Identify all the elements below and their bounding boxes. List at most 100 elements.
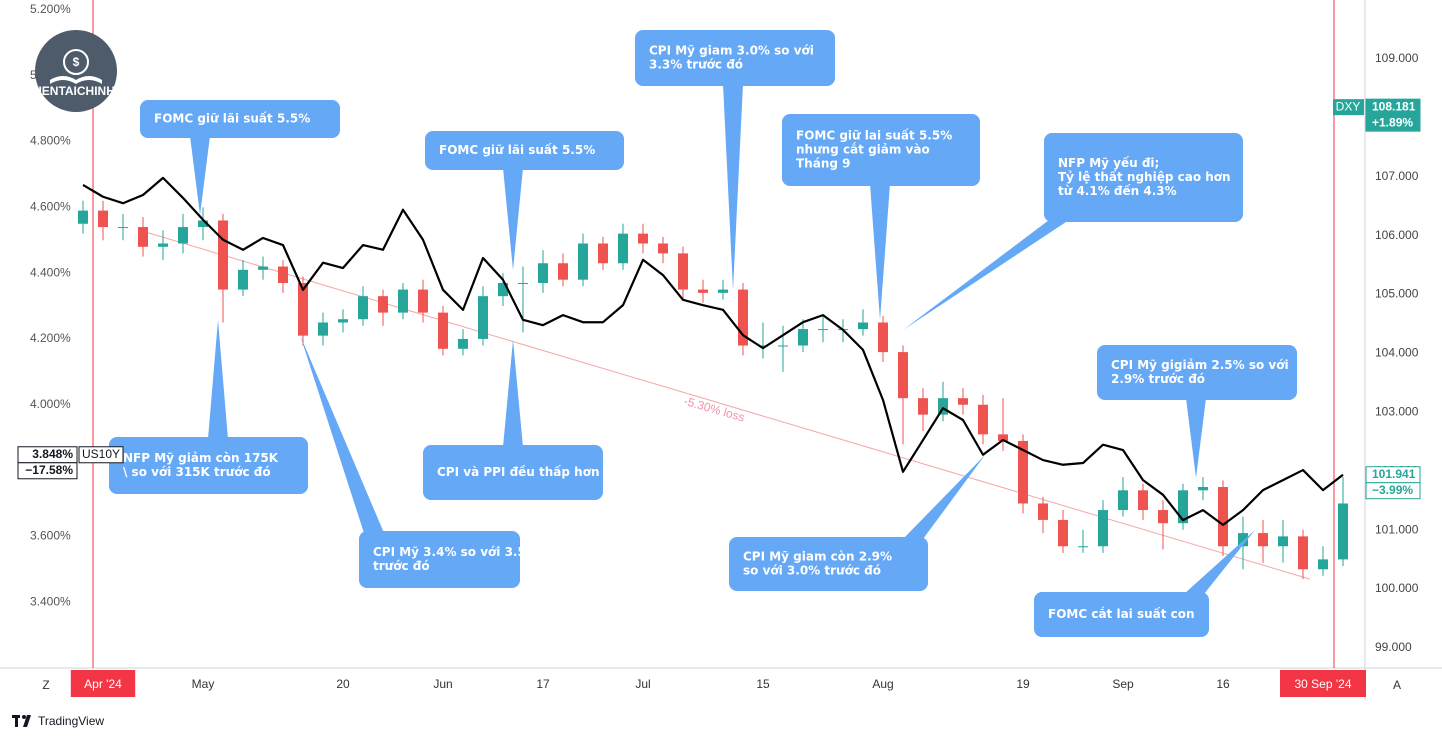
brand[interactable]: TradingView [12,714,104,728]
candle-body [938,398,948,415]
candle-body [1098,510,1108,547]
annotation-text: \ so với 315K trước đó [123,465,271,479]
candle-body [558,263,568,280]
change-value: −3.99% [1372,483,1413,497]
y-tick-label: 5.200% [30,2,71,16]
candle-body [758,345,768,347]
annotation-text: FOMC cắt lai suất con [1048,607,1195,621]
y2-tick-label: 104.000 [1375,346,1419,360]
x-range-badge [1280,670,1366,697]
annotation-pointer [723,84,743,290]
candle-body [158,243,168,247]
x-tick-label: 30 Sep '24 [1294,677,1351,691]
candle-body [498,282,508,297]
y-tick-label: 4.600% [30,199,71,213]
logo-coin [63,49,89,75]
annotation-pointer [190,136,210,215]
x-tick-label: 16 [1216,677,1230,691]
candle-body [198,220,208,228]
y-tick-label: 4.800% [30,134,71,148]
annotation-text: CPI Mỹ 3.4% so với 3.5% [373,545,538,559]
brand-icon [23,715,31,727]
annotation-box [729,537,928,591]
symbol-tag [78,446,124,464]
candle-body [98,210,108,228]
annotation-text: nhưng cắt giảm vào [796,143,930,157]
annotation: CPI và PPI đều thấp hơn [423,340,603,500]
price-value: 108.181 [1372,99,1416,113]
candle-body [1198,487,1208,491]
annotation: FOMC giữ lãi suất 5.5% [140,100,340,215]
candle-body [418,289,428,313]
candle-body [898,352,908,399]
change-badge [1365,482,1421,500]
candle-body [298,282,308,336]
y2-tick-label: 107.000 [1375,169,1419,183]
candle-body [1078,546,1088,548]
annotation-text: NFP Mỹ giảm còn 175K [123,451,279,465]
annotation-text: Tháng 9 [796,157,851,171]
change-badge [1365,114,1421,132]
series-line [82,176,1344,526]
candle-body [118,227,128,229]
annotation-pointer [903,455,985,539]
x-tick-label: 20 [336,677,350,691]
annotation-box [359,531,520,588]
candle-body [218,220,228,290]
candle-body [738,289,748,346]
change-value: −17.58% [25,463,73,477]
annotation: NFP Mỹ giảm còn 175K\ so với 315K trước … [109,320,308,494]
candle-body [278,266,288,283]
annotation-text: từ 4.1% đến 4.3% [1058,184,1177,198]
trend-line [139,229,1311,580]
annotation-text: so với 3.0% trước đó [743,564,881,578]
y2-tick-label: 100.000 [1375,581,1419,595]
symbol-tag [1333,99,1364,116]
trend-label: -5.30% loss [682,394,746,425]
candle-body [638,233,648,244]
brand-icon [22,715,26,719]
y2-tick-label: 99.000 [1375,640,1412,654]
y2-tick-label: 105.000 [1375,287,1419,301]
annotation-box [1034,592,1209,637]
annotation: NFP Mỹ yếu đi;Tỷ lệ thất nghiệp cao hơnt… [903,133,1243,330]
candle-body [858,322,868,330]
brand-icon [15,715,18,727]
x-tick-label: Sep [1112,677,1134,691]
candle-body [918,398,928,415]
x-tick-label: May [192,677,215,691]
candle-body [1258,533,1268,547]
x-tick-label: Jun [433,677,452,691]
candle-body [618,233,628,264]
candle-body [658,243,668,254]
x-tick-label: 15 [756,677,770,691]
symbol-name: DXY [1336,99,1361,113]
logo-symbol: $ [73,55,80,69]
candle-body [1298,536,1308,570]
candle-body [78,210,88,224]
candle-body [1178,490,1188,524]
annotation-text: CPI Mỹ gigiảm 2.5% so với [1111,358,1289,372]
candle-body [1018,440,1028,504]
annotation-text: trước đó [373,559,430,573]
candle-body [1238,533,1248,547]
annotation-pointer [1186,398,1206,478]
annotation-box [140,100,340,138]
candle-body [398,289,408,313]
candle-body [818,329,828,331]
annotation-text: 2.9% trước đó [1111,372,1205,386]
candle-body [718,289,728,293]
price-value: 3.848% [32,447,73,461]
symbol-name: US10Y [82,447,120,461]
annotation-text: Tỷ lệ thất nghiệp cao hơn [1058,170,1231,184]
corner-label: Z [42,678,49,692]
candle-body [458,338,468,349]
candle-body [798,329,808,346]
logo-disc [35,30,117,112]
candle-body [518,282,528,284]
y-tick-label: 3.400% [30,594,71,608]
x-tick-label: 17 [536,677,550,691]
candle-body [878,322,888,353]
